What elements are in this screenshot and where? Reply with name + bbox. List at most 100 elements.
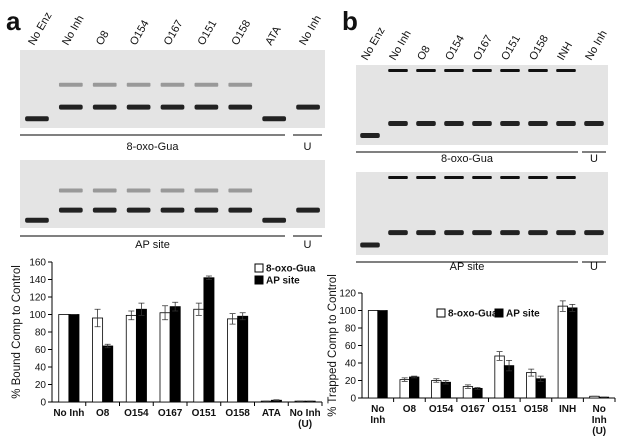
gel-label: 8-oxo-Gua xyxy=(441,153,494,165)
bar xyxy=(377,310,388,399)
error-bar xyxy=(273,399,280,402)
gel-band xyxy=(126,207,151,213)
bar xyxy=(567,307,578,399)
x-tick-label: O167 xyxy=(158,408,183,419)
lane-label: O151 xyxy=(499,33,523,62)
gel-band xyxy=(444,230,464,236)
gel-band xyxy=(444,176,464,179)
gel-band xyxy=(92,82,117,87)
y-tick-label: 120 xyxy=(29,293,46,304)
error-bar xyxy=(195,302,202,316)
error-bar xyxy=(229,313,236,325)
gel-band xyxy=(556,230,576,236)
gel-band xyxy=(228,207,253,213)
gel-label: AP site xyxy=(135,239,170,251)
y-tick-label: 100 xyxy=(29,310,46,321)
gel-image xyxy=(20,160,325,228)
legend-label: AP site xyxy=(506,309,540,320)
y-tick-label: 40 xyxy=(345,359,357,370)
lane-label: No Inh xyxy=(583,28,610,62)
bar xyxy=(399,379,410,399)
legend-label: 8-oxo-Gua xyxy=(448,309,498,320)
error-bar xyxy=(239,312,246,321)
gel-band xyxy=(58,104,83,110)
gel-band xyxy=(160,207,185,213)
gel-band xyxy=(160,104,185,110)
error-bar xyxy=(506,359,513,372)
bar xyxy=(135,308,147,403)
y-tick-label: 0 xyxy=(40,398,46,409)
gel-band xyxy=(416,230,436,236)
x-tick-label: O151 xyxy=(492,404,517,415)
error-bar xyxy=(94,308,101,328)
lane-label: O167 xyxy=(471,33,495,62)
y-tick-label: 40 xyxy=(35,363,47,374)
error-bar xyxy=(433,378,440,383)
gel-band xyxy=(528,176,548,179)
gel-band xyxy=(584,121,604,126)
gel-band xyxy=(500,230,520,236)
legend-swatch xyxy=(254,263,264,273)
gel-label: U xyxy=(590,153,598,165)
y-tick-label: 140 xyxy=(29,275,46,286)
bar xyxy=(102,345,114,403)
gel-band xyxy=(92,104,117,110)
gel-band xyxy=(262,217,287,223)
error-bar xyxy=(464,384,471,389)
lane-label: O154 xyxy=(128,18,152,47)
lane-label: No Enz xyxy=(26,10,54,47)
lane-label: No Inh xyxy=(387,28,414,62)
bar xyxy=(193,308,205,403)
error-bar xyxy=(474,387,481,390)
error-bar xyxy=(172,301,179,312)
gel-image xyxy=(20,50,325,128)
x-tick-label: No Inh (U) xyxy=(290,408,321,430)
x-tick-label: O167 xyxy=(460,404,485,415)
legend-label: 8-oxo-Gua xyxy=(266,264,316,275)
lane-label: O167 xyxy=(162,18,186,47)
gel-band xyxy=(360,242,380,248)
gel-band xyxy=(262,116,287,122)
bar xyxy=(237,315,249,403)
gel-band xyxy=(194,207,219,213)
bar xyxy=(58,314,70,403)
y-tick-label: 20 xyxy=(35,380,47,391)
lane-label: ATA xyxy=(263,24,284,48)
y-tick-label: 120 xyxy=(339,289,356,300)
gel-band xyxy=(556,176,576,179)
y-tick-label: 160 xyxy=(29,258,46,269)
bar xyxy=(409,376,420,399)
gel-band xyxy=(472,230,492,236)
gel-band xyxy=(194,82,219,87)
x-tick-label: No Inh (U) xyxy=(592,404,607,437)
gel-band xyxy=(472,176,492,179)
lane-label: O151 xyxy=(196,18,220,47)
gel-band xyxy=(360,133,380,138)
bar xyxy=(169,306,181,403)
gel-band xyxy=(92,188,117,193)
gel-band xyxy=(388,230,408,236)
legend-swatch xyxy=(436,308,446,318)
x-tick-label: O158 xyxy=(225,408,250,419)
lane-label: INH xyxy=(555,40,575,62)
lane-label: O8 xyxy=(94,29,112,48)
gel-band xyxy=(160,188,185,193)
gel-band xyxy=(92,207,117,213)
bar xyxy=(431,380,442,399)
bar xyxy=(159,312,171,403)
error-bar xyxy=(569,303,576,312)
x-tick-label: O151 xyxy=(192,408,217,419)
gel-band xyxy=(228,188,253,193)
error-bar xyxy=(128,310,135,321)
gel-band xyxy=(228,82,253,87)
gel-image xyxy=(356,172,608,255)
gel-band xyxy=(556,69,576,72)
bar xyxy=(68,314,80,403)
gel-band xyxy=(584,230,604,236)
gel-band xyxy=(556,121,576,126)
bar xyxy=(203,277,215,403)
gel-band xyxy=(58,207,83,213)
y-tick-label: 0 xyxy=(350,394,356,405)
y-tick-label: 100 xyxy=(339,306,356,317)
